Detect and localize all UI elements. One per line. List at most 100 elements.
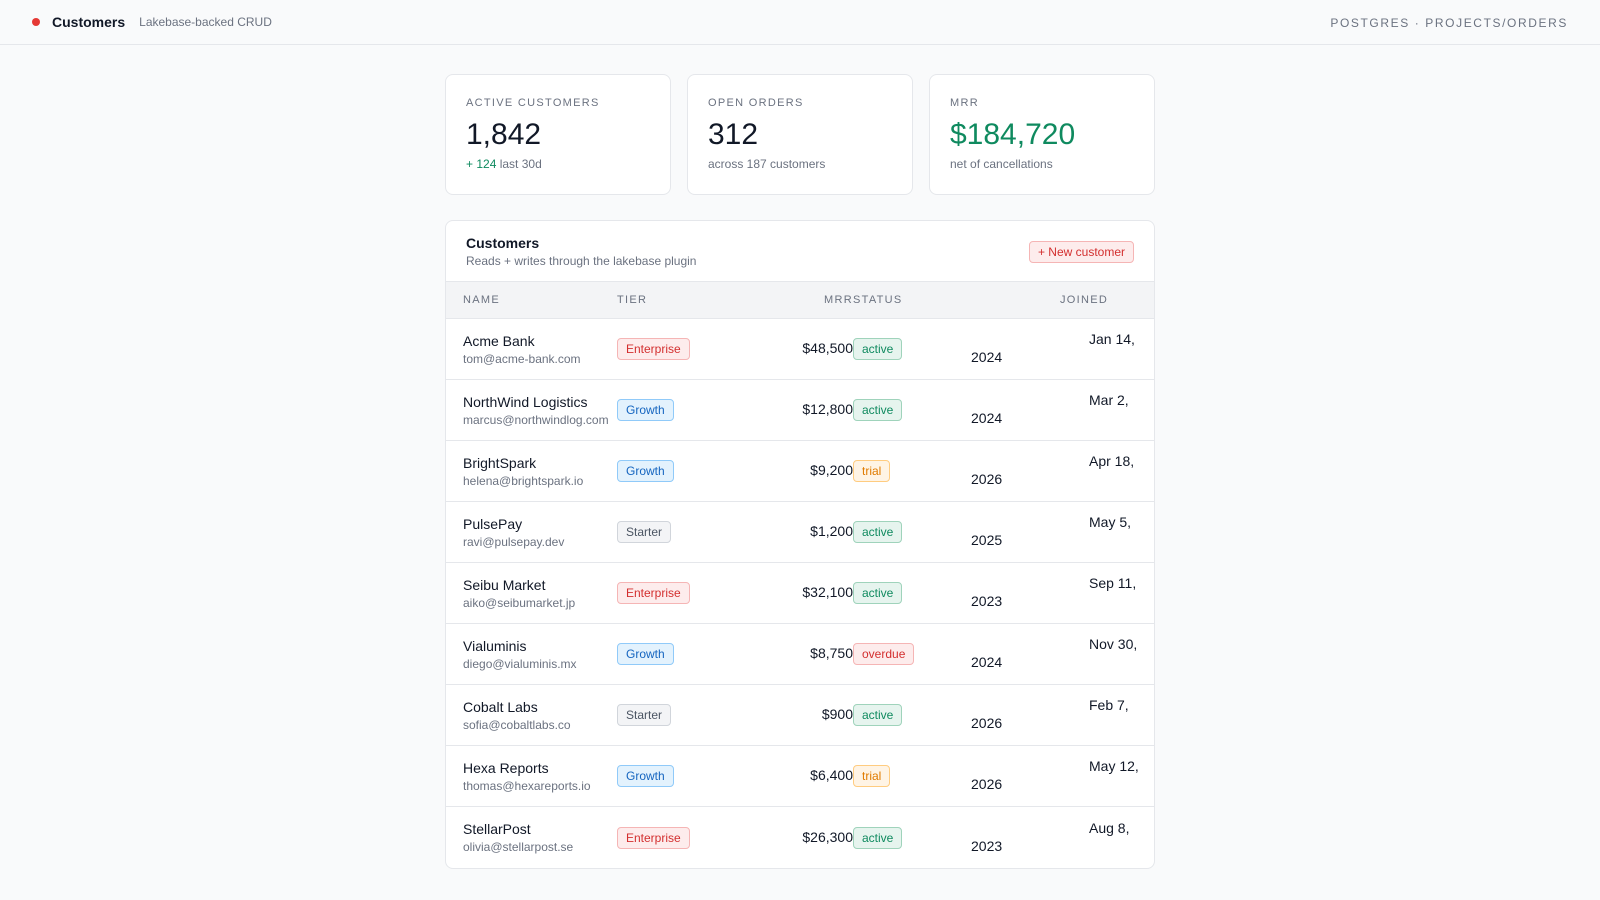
table-row[interactable]: NorthWind Logistics marcus@northwindlog.c…	[446, 380, 1154, 441]
customer-cell: Seibu Market aiko@seibumarket.jp	[446, 577, 617, 610]
status-badge: active	[853, 704, 903, 726]
tier-badge: Enterprise	[617, 826, 690, 849]
mrr-value: $32,100	[802, 584, 853, 600]
table-row[interactable]: StellarPost olivia@stellarpost.se Enterpri…	[446, 807, 1154, 868]
joined-cell: Mar 2, 2024	[971, 392, 1154, 428]
column-header-status[interactable]: STATUS	[853, 294, 903, 306]
customer-name[interactable]: Seibu Market	[463, 576, 546, 593]
mrr-value: $26,300	[802, 828, 853, 845]
joined-cell: Aug 8, 2023	[971, 820, 1154, 856]
customer-email: sofia@cobaltlabs.co	[463, 717, 571, 732]
customer-email: marcus@northwindlog.com	[463, 412, 609, 427]
status-cell: active	[853, 582, 971, 604]
tier-cell: Starter	[617, 521, 701, 543]
tier-badge: Starter	[617, 521, 672, 543]
status-badge: active	[853, 338, 903, 360]
stat-card-mrr: MRR $184,720 net of cancellations	[929, 74, 1155, 195]
joined-date: Nov 30, 2024	[971, 636, 1138, 670]
joined-date: Feb 7, 2026	[971, 697, 1129, 731]
mrr-value: $9,200	[810, 462, 853, 478]
joined-date: Sep 11, 2023	[971, 575, 1137, 609]
customer-email: olivia@stellarpost.se	[463, 840, 574, 854]
mrr-value: $8,750	[810, 645, 853, 661]
tier-cell: Starter	[617, 704, 701, 726]
status-badge: trial	[853, 765, 891, 787]
table-body: Acme Bank tom@acme-bank.com Enterprise $48,…	[446, 319, 1154, 868]
customer-cell: NorthWind Logistics marcus@northwindlog.c…	[446, 394, 617, 427]
stat-note: net of cancellations	[950, 157, 1053, 171]
customer-email: ravi@pulsepay.dev	[463, 534, 565, 549]
tier-badge: Growth	[617, 643, 674, 665]
table-row[interactable]: BrightSpark helena@brightspark.io Growth $9…	[446, 441, 1154, 502]
joined-date: Apr 18, 2026	[971, 453, 1135, 487]
mrr-cell: $9,200	[701, 462, 853, 480]
mrr-cell: $8,750	[701, 645, 853, 663]
table-row[interactable]: Vialuminis diego@vialuminis.mx Growth $8,75…	[446, 624, 1154, 685]
mrr-value: $48,500	[802, 340, 853, 356]
tier-cell: Growth	[617, 399, 701, 421]
stat-label: OPEN ORDERS	[708, 97, 804, 109]
stat-label: MRR	[950, 97, 979, 109]
column-header-mrr[interactable]: MRR	[824, 294, 853, 306]
tier-badge: Growth	[617, 765, 674, 787]
joined-cell: May 12, 2026	[971, 758, 1154, 794]
mrr-value: $1,200	[810, 523, 853, 539]
mrr-value: $6,400	[810, 767, 853, 783]
mrr-value: $900	[821, 706, 853, 722]
customer-cell: BrightSpark helena@brightspark.io	[446, 455, 617, 488]
customer-email: helena@brightspark.io	[463, 473, 584, 488]
tier-badge: Enterprise	[617, 338, 690, 360]
mrr-cell: $900	[701, 706, 853, 724]
table-row[interactable]: Acme Bank tom@acme-bank.com Enterprise $48,…	[446, 319, 1154, 380]
customer-cell: StellarPost olivia@stellarpost.se	[446, 821, 617, 854]
column-header-name[interactable]: NAME	[463, 294, 500, 306]
tier-cell: Growth	[617, 765, 701, 787]
top-bar: Customers Lakebase-backed CRUD POSTGRES …	[0, 0, 1600, 45]
column-header-tier[interactable]: TIER	[617, 294, 648, 306]
tier-cell: Enterprise	[617, 582, 701, 604]
mrr-cell: $26,300	[701, 829, 853, 847]
table-row[interactable]: Seibu Market aiko@seibumarket.jp Enterpris…	[446, 563, 1154, 624]
customer-name[interactable]: NorthWind Logistics	[463, 393, 588, 410]
joined-cell: Apr 18, 2026	[971, 453, 1154, 489]
new-customer-button[interactable]: + New customer	[1028, 241, 1134, 263]
customer-name[interactable]: Acme Bank	[463, 332, 535, 349]
tier-cell: Enterprise	[617, 338, 701, 360]
status-badge: active	[853, 399, 903, 421]
customer-name[interactable]: BrightSpark	[463, 454, 537, 471]
customer-name[interactable]: Cobalt Labs	[463, 698, 538, 715]
customers-table-card: Customers Reads + writes through the lak…	[445, 220, 1155, 869]
main-content: ACTIVE CUSTOMERS 1,842 + 124 last 30d OP…	[445, 74, 1155, 869]
tier-badge: Growth	[617, 399, 674, 421]
tier-cell: Enterprise	[617, 826, 701, 849]
stat-note: + 124 last 30d	[466, 157, 650, 171]
status-cell: active	[853, 338, 971, 360]
customer-name[interactable]: Hexa Reports	[463, 759, 549, 776]
table-row[interactable]: PulsePay ravi@pulsepay.dev Starter $1,200 ac…	[446, 502, 1154, 563]
joined-date: Jan 14, 2024	[971, 331, 1135, 365]
customer-email: thomas@hexareports.io	[463, 778, 591, 793]
status-badge: active	[853, 521, 903, 543]
table-row[interactable]: Cobalt Labs sofia@cobaltlabs.co Starter $90…	[446, 685, 1154, 746]
stat-value: 1,842	[466, 118, 542, 151]
joined-cell: May 5, 2025	[971, 514, 1154, 550]
mrr-cell: $32,100	[701, 584, 853, 602]
column-header-joined[interactable]: JOINED	[1060, 294, 1109, 306]
status-dot-icon	[32, 18, 40, 26]
customer-cell: PulsePay ravi@pulsepay.dev	[446, 516, 617, 549]
joined-date: Mar 2, 2024	[971, 392, 1129, 426]
joined-cell: Nov 30, 2024	[971, 636, 1154, 672]
table-header: Customers Reads + writes through the lak…	[446, 221, 1154, 282]
status-cell: overdue	[853, 643, 971, 665]
customer-cell: Cobalt Labs sofia@cobaltlabs.co	[446, 699, 617, 732]
table-title: Customers	[466, 235, 540, 251]
customer-email: tom@acme-bank.com	[463, 351, 581, 366]
customer-name[interactable]: Vialuminis	[463, 637, 527, 654]
stat-value: 312	[708, 118, 759, 151]
table-row[interactable]: Hexa Reports thomas@hexareports.io Growth $…	[446, 746, 1154, 807]
stat-card-open-orders: OPEN ORDERS 312 across 187 customers	[687, 74, 913, 195]
tier-badge: Growth	[617, 460, 674, 482]
customer-name[interactable]: StellarPost	[463, 821, 531, 837]
customer-name[interactable]: PulsePay	[463, 515, 523, 532]
stats-row: ACTIVE CUSTOMERS 1,842 + 124 last 30d OP…	[445, 74, 1155, 195]
